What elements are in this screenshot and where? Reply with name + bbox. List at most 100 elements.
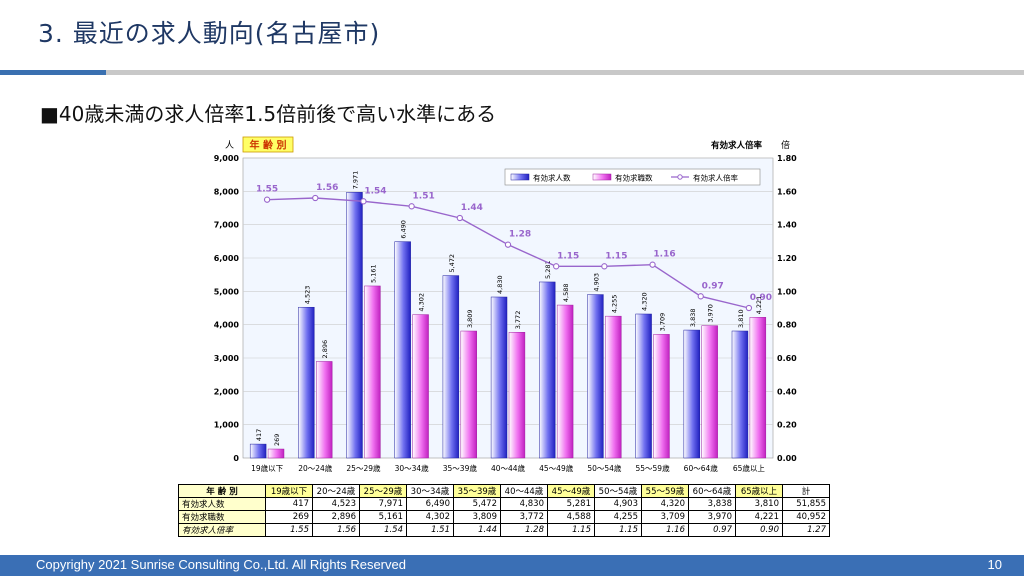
ratio-point xyxy=(360,198,367,205)
legend-label-seekers: 有効求職数 xyxy=(615,173,653,183)
bar-value-label: 5,472 xyxy=(448,254,456,273)
table-cell: 4,588 xyxy=(547,510,595,524)
bar-value-label: 4,903 xyxy=(592,273,600,292)
table-cell: 4,523 xyxy=(312,497,360,511)
table-row-label: 有効求人倍率 xyxy=(178,523,266,537)
bar-seekers xyxy=(653,334,670,459)
table-cell: 1.51 xyxy=(406,523,454,537)
table-cell: 1.27 xyxy=(782,523,830,537)
ratio-point xyxy=(504,241,512,248)
bar-openings xyxy=(539,281,556,459)
table-column-header: 20～24歳 xyxy=(312,484,360,498)
chart-tag-box xyxy=(242,136,294,153)
table-row: 有効求職数 269 2,896 5,161 4,302 3,809 3,772 4,588 4,… xyxy=(178,510,830,524)
table-cell: 40,952 xyxy=(782,510,830,524)
bar-value-label: 4,523 xyxy=(303,286,311,305)
left-tick-label: 1,000 xyxy=(214,421,240,430)
bar-seekers xyxy=(267,448,285,459)
bar-value-label: 7,971 xyxy=(352,171,360,190)
footer-bar: Copyrighy 2021 Sunrise Consulting Co.,Lt… xyxy=(0,555,1024,576)
table-column-header: 19歳以下 xyxy=(265,484,313,498)
table-cell: 3,809 xyxy=(453,510,501,524)
bar-openings xyxy=(635,313,652,459)
ratio-point xyxy=(408,203,415,210)
bar-value-label: 5,161 xyxy=(369,264,377,283)
ratio-value-label: 1.54 xyxy=(364,186,386,196)
bar-value-label: 4,588 xyxy=(562,283,570,302)
table-row: 有効求人数 417 4,523 7,971 6,490 5,472 4,830 5,281 4,… xyxy=(178,497,830,511)
table-cell: 1.54 xyxy=(359,523,407,537)
bar-value-label: 3,772 xyxy=(514,311,522,330)
right-tick-label: 0.60 xyxy=(777,354,797,363)
bar-value-label: 3,709 xyxy=(658,313,666,332)
right-tick-label: 0.80 xyxy=(777,321,797,330)
ratio-value-label: 1.51 xyxy=(413,191,435,201)
table-cell: 1.15 xyxy=(594,523,642,537)
ratio-point xyxy=(649,261,656,268)
table-cell: 3,838 xyxy=(688,497,736,511)
table-cell: 0.97 xyxy=(688,523,736,537)
footer-copyright: Copyrighy 2021 Sunrise Consulting Co.,Lt… xyxy=(36,557,406,572)
ratio-value-label: 1.16 xyxy=(653,250,675,260)
legend-marker-ratio xyxy=(677,174,683,180)
legend-swatch-openings xyxy=(510,173,530,181)
x-tick-label: 35～39歳 xyxy=(443,463,478,473)
table-cell: 1.56 xyxy=(312,523,360,537)
table-column-header: 60～64歳 xyxy=(688,484,736,498)
table-cell: 3,772 xyxy=(500,510,548,524)
legend: 有効求人数 有効求職数 有効求人倍率 xyxy=(504,168,761,186)
table-cell: 1.16 xyxy=(641,523,689,537)
table-column-header: 55～59歳 xyxy=(641,484,689,498)
bar-openings xyxy=(442,275,460,459)
left-tick-label: 5,000 xyxy=(214,287,240,296)
left-tick-label: 7,000 xyxy=(214,221,240,230)
x-tick-label: 60～64歳 xyxy=(684,463,719,473)
table-corner-label: 年 齢 別 xyxy=(178,484,266,498)
table-cell: 269 xyxy=(265,510,313,524)
table-cell: 4,320 xyxy=(641,497,689,511)
ratio-point xyxy=(697,293,704,300)
table-cell: 2,896 xyxy=(312,510,360,524)
table-cell: 5,281 xyxy=(547,497,595,511)
right-axis-title: 有効求人倍率 xyxy=(711,140,763,151)
table-cell: 1.28 xyxy=(500,523,548,537)
left-tick-label: 0 xyxy=(233,454,239,463)
table-cell: 3,970 xyxy=(688,510,736,524)
bar-seekers xyxy=(556,304,574,459)
bar-openings xyxy=(731,330,749,459)
x-tick-label: 45～49歳 xyxy=(539,463,574,473)
bar-openings xyxy=(394,241,411,459)
right-tick-label: 1.40 xyxy=(777,221,797,230)
right-tick-label: 0.00 xyxy=(777,454,797,463)
right-tick-label: 1.20 xyxy=(777,254,797,263)
bar-openings xyxy=(346,192,363,459)
bar-openings xyxy=(587,294,604,459)
left-tick-label: 8,000 xyxy=(214,187,240,196)
bar-seekers xyxy=(508,332,526,459)
ratio-value-label: 1.55 xyxy=(256,185,278,195)
ratio-point xyxy=(456,214,463,222)
table-cell: 0.90 xyxy=(735,523,783,537)
table-cell: 7,971 xyxy=(359,497,407,511)
bar-openings xyxy=(298,306,315,459)
bar-seekers xyxy=(412,314,429,459)
x-tick-label: 55～59歳 xyxy=(635,463,670,473)
table-cell: 4,255 xyxy=(594,510,642,524)
table-cell: 4,903 xyxy=(594,497,642,511)
left-tick-label: 3,000 xyxy=(214,354,240,363)
bar-seekers xyxy=(749,317,767,459)
ratio-point xyxy=(263,196,271,203)
left-axis-unit: 人 xyxy=(225,140,234,151)
table-cell: 51,855 xyxy=(782,497,830,511)
bar-seekers xyxy=(364,285,381,459)
bar-value-label: 4,255 xyxy=(610,295,618,314)
right-tick-label: 0.40 xyxy=(777,387,797,396)
right-axis-unit: 倍 xyxy=(781,139,790,151)
age-group-chart: 417 4,523 7,971 6,490 5,472 4,830 5,281 4,903 4,… xyxy=(214,136,797,473)
right-tick-label: 0.20 xyxy=(777,421,797,430)
ratio-value-label: 0.90 xyxy=(750,293,772,303)
ratio-point xyxy=(553,263,560,270)
left-tick-label: 2,000 xyxy=(214,387,240,396)
x-tick-label: 65歳以上 xyxy=(733,463,766,473)
bar-openings xyxy=(683,329,700,459)
